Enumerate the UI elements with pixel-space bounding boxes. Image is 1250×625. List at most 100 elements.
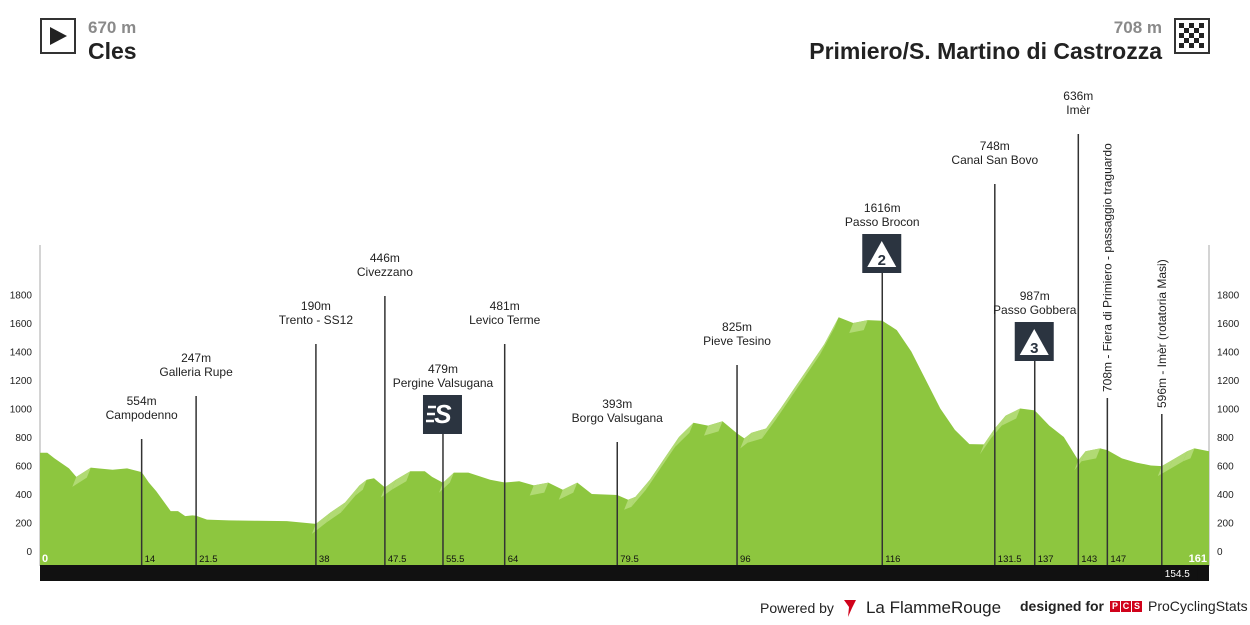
designed-for-credit: designed for P C S ProCyclingStats xyxy=(1020,598,1248,614)
finish-flag-icon xyxy=(1174,18,1210,54)
waypoint-altitude-label: 1616m xyxy=(864,201,901,215)
climb-slope-shade xyxy=(326,502,345,523)
km-tick-label: 47.5 xyxy=(388,554,407,565)
start-play-icon xyxy=(40,18,76,54)
km-tick-label: 147 xyxy=(1110,554,1126,565)
km-label-box xyxy=(1161,566,1198,580)
y-tick-label-left: 400 xyxy=(15,490,32,501)
climb-slope-shade xyxy=(624,496,636,510)
climb-slope-shade xyxy=(791,365,810,398)
km-tick-label: 55.5 xyxy=(446,554,465,565)
pcs-letter: C xyxy=(1121,600,1132,612)
start-header: 670 m Cles xyxy=(40,18,137,64)
y-tick-label-right: 600 xyxy=(1217,462,1234,473)
waypoint-name-label: Trento - SS12 xyxy=(279,313,354,327)
pcs-logo-icon: P C S xyxy=(1110,600,1143,612)
waypoint-name-label: Pieve Tesino xyxy=(703,334,771,348)
waypoint-altitude-label: 479m xyxy=(428,362,458,376)
km-tick-label: 143 xyxy=(1081,554,1097,565)
distance-start-label: 0 xyxy=(42,553,48,565)
y-tick-label-right: 1800 xyxy=(1217,291,1240,302)
km-tick-label: 64 xyxy=(508,554,519,565)
climb-slope-shade xyxy=(849,320,868,333)
flamme-rouge-logo-icon xyxy=(843,600,856,617)
finish-name: Primiero/S. Martino di Castrozza xyxy=(809,38,1162,64)
sprint-icon: S xyxy=(434,399,452,429)
climb-slope-shade xyxy=(704,421,723,436)
waypoint-name-label: Pergine Valsugana xyxy=(393,376,494,390)
km-tick-label: 14 xyxy=(145,554,156,565)
waypoint-name-label: Canal San Bovo xyxy=(951,153,1038,167)
climb-slope-shade xyxy=(72,467,91,487)
y-tick-label-left: 1800 xyxy=(10,291,33,302)
y-tick-label-right: 0 xyxy=(1217,547,1223,558)
mountain-category-icon xyxy=(867,241,897,267)
waypoint-altitude-label: 748m xyxy=(980,139,1010,153)
y-tick-label-right: 1000 xyxy=(1217,405,1240,416)
climb-slope-shade xyxy=(631,479,650,507)
terrain-area xyxy=(40,317,1209,565)
waypoint-name-label: Civezzano xyxy=(357,265,413,279)
waypoint-altitude-label: 987m xyxy=(1020,289,1050,303)
y-tick-label-left: 0 xyxy=(26,547,32,558)
km-tick-label: 21.5 xyxy=(199,554,218,565)
y-tick-label-right: 200 xyxy=(1217,519,1234,530)
km-tick-label: 38 xyxy=(319,554,330,565)
y-tick-label-left: 200 xyxy=(15,519,32,530)
km-tick-label: 154.5 xyxy=(1165,569,1190,580)
waypoint-vertical-label: 596m - Imèr (rotatoria Masi) xyxy=(1155,259,1169,408)
waypoint-name-label: Levico Terme xyxy=(469,313,540,327)
finish-header: 708 m Primiero/S. Martino di Castrozza xyxy=(809,18,1210,64)
waypoint-name-label: Imèr xyxy=(1066,103,1090,117)
climb-slope-shade xyxy=(1168,451,1188,470)
climb-slope-shade xyxy=(660,437,679,469)
waypoint-altitude-label: 636m xyxy=(1063,89,1093,103)
pcs-letter: S xyxy=(1132,600,1143,612)
km-tick-label: 116 xyxy=(885,554,900,565)
y-tick-label-right: 400 xyxy=(1217,490,1234,501)
km-tick-label: 79.5 xyxy=(620,554,639,565)
climb-slope-shade xyxy=(1074,451,1086,471)
climb-slope-shade xyxy=(979,428,995,455)
mountain-category-number: 2 xyxy=(878,252,886,269)
waypoint-name-label: Campodenno xyxy=(106,408,178,422)
climb-slope-shade xyxy=(558,482,578,500)
waypoint-altitude-label: 190m xyxy=(301,299,331,313)
finish-altitude: 708 m xyxy=(1113,18,1162,37)
y-tick-label-left: 1000 xyxy=(10,405,33,416)
powered-by-credit: Powered by La FlammeRouge xyxy=(760,598,1001,618)
climb-slope-shade xyxy=(747,428,767,443)
flamme-rouge-brand[interactable]: La FlammeRouge xyxy=(865,598,1002,617)
y-tick-label-left: 600 xyxy=(15,462,32,473)
y-tick-label-right: 1200 xyxy=(1217,376,1240,387)
waypoint-vertical-label: 708m - Fiera di Primiero - passaggio tra… xyxy=(1100,143,1114,392)
y-tick-label-left: 800 xyxy=(15,433,32,444)
waypoint-altitude-label: 446m xyxy=(370,251,400,265)
powered-by-text: Powered by xyxy=(760,600,834,616)
waypoint-name-label: Passo Brocon xyxy=(845,215,920,229)
climb-slope-shade xyxy=(645,458,665,490)
climb-slope-shade xyxy=(762,408,781,439)
mountain-category-number: 3 xyxy=(1030,340,1038,357)
y-tick-label-left: 1200 xyxy=(10,376,33,387)
designed-for-text: designed for xyxy=(1020,598,1105,614)
pcs-brand[interactable]: ProCyclingStats xyxy=(1148,598,1248,614)
climb-slope-shade xyxy=(1183,448,1195,462)
climb-slope-shade xyxy=(1001,408,1021,426)
y-tick-label-left: 1400 xyxy=(10,348,33,359)
waypoint-altitude-label: 825m xyxy=(722,320,752,334)
climb-slope-shade xyxy=(391,471,411,490)
mountain-category-icon xyxy=(1019,329,1049,355)
climb-slope-shade xyxy=(805,344,825,376)
waypoint-altitude-label: 554m xyxy=(127,394,157,408)
y-tick-label-right: 1600 xyxy=(1217,319,1240,330)
climb-slope-shade xyxy=(1081,448,1101,462)
y-tick-label-right: 1400 xyxy=(1217,348,1240,359)
climb-slope-shade xyxy=(529,482,549,496)
km-tick-label: 137 xyxy=(1038,554,1054,565)
distance-end-label: 161 xyxy=(1189,553,1207,565)
pcs-letter: P xyxy=(1110,600,1121,612)
waypoint-name-label: Passo Gobbera xyxy=(993,303,1077,317)
km-tick-label: 96 xyxy=(740,554,751,565)
